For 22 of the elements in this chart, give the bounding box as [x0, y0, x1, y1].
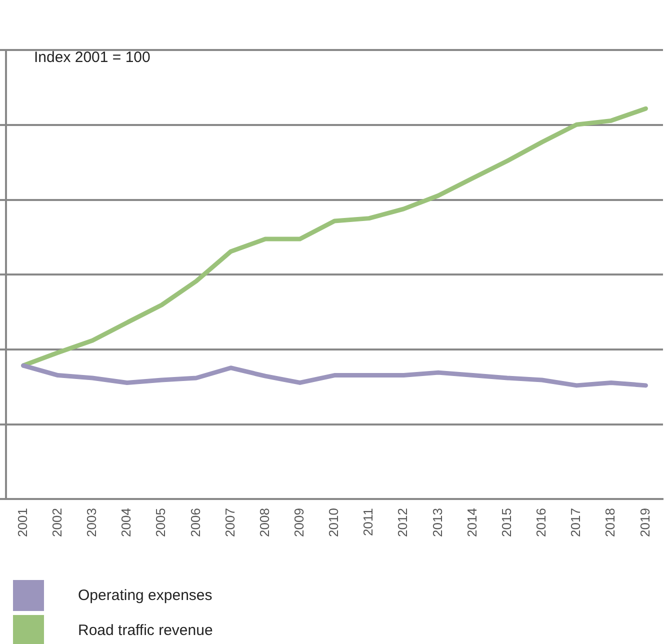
x-tick-label: 2016 — [534, 508, 549, 537]
x-tick-label: 2003 — [84, 508, 100, 537]
x-tick-label: 2014 — [464, 508, 480, 537]
x-tick-label: 2004 — [118, 508, 134, 537]
legend-label: Road traffic revenue — [78, 622, 213, 639]
x-tick-label: 2015 — [498, 508, 514, 537]
text: Index 2001 = 100 — [34, 49, 150, 66]
x-tick-label: 2006 — [188, 508, 203, 537]
x-tick-label: 2001 — [14, 508, 30, 537]
legend-label: Operating expenses — [78, 587, 212, 604]
x-tick-label: 2009 — [292, 508, 306, 537]
x-tick-label: 2019 — [637, 508, 652, 537]
x-tick-label: 2017 — [568, 508, 584, 537]
x-tick-label: 2010 — [326, 508, 342, 537]
x-tick-label: 2002 — [49, 508, 64, 537]
x-tick-label: 2005 — [153, 508, 168, 537]
x-tick-label: 2008 — [256, 508, 272, 537]
x-tick-label: 2007 — [222, 508, 238, 537]
x-tick-label: 2011 — [360, 508, 376, 536]
x-tick-label: 2013 — [430, 508, 445, 537]
x-tick-label: 2012 — [395, 508, 410, 537]
x-tick-label: 2018 — [602, 508, 618, 537]
